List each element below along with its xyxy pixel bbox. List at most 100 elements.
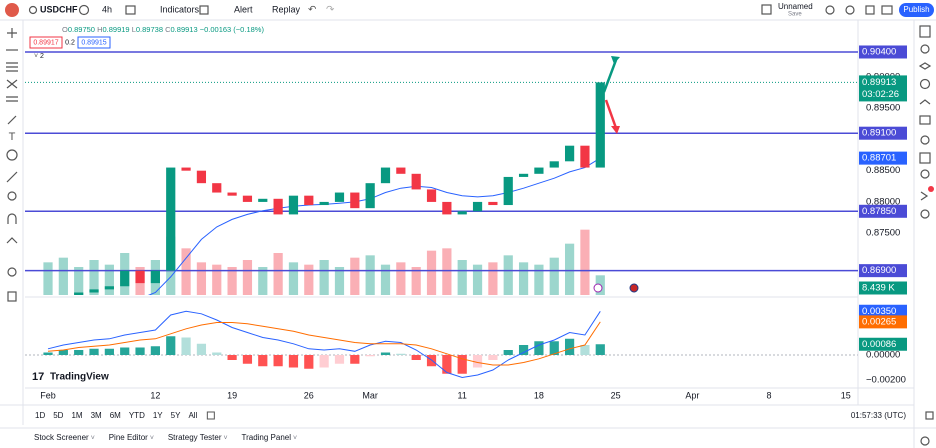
settings-icon[interactable] bbox=[925, 411, 934, 420]
buy-price[interactable]: 0.89915 bbox=[81, 39, 106, 46]
candles-icon[interactable] bbox=[125, 5, 136, 15]
icon[interactable] bbox=[920, 135, 930, 145]
bottom-tab[interactable]: Strategy Tester bbox=[168, 433, 222, 442]
bottom-tab[interactable]: Pine Editor bbox=[109, 433, 148, 442]
bottom-tab[interactable]: Stock Screener bbox=[34, 433, 89, 442]
volume-bar bbox=[564, 243, 575, 295]
pattern-tool[interactable] bbox=[6, 79, 18, 89]
undo-icon[interactable]: ↶ bbox=[308, 5, 316, 16]
text-tool[interactable]: T bbox=[9, 131, 16, 143]
histogram-bar bbox=[365, 355, 375, 357]
zoom-tool[interactable] bbox=[7, 191, 17, 201]
histogram-bar bbox=[580, 345, 590, 355]
range-button[interactable]: 1D bbox=[35, 411, 45, 420]
collapse-toggle[interactable]: ˅ bbox=[34, 53, 38, 60]
alerts-icon[interactable] bbox=[920, 44, 930, 54]
icon[interactable] bbox=[920, 436, 930, 446]
histogram-bar bbox=[196, 343, 207, 355]
tab-chevron: ˅ bbox=[150, 435, 154, 442]
candle bbox=[212, 183, 222, 193]
sell-price[interactable]: 0.89917 bbox=[33, 39, 58, 46]
buy-button[interactable] bbox=[77, 36, 111, 49]
indicator-count[interactable]: 2 bbox=[40, 53, 44, 60]
candle bbox=[288, 195, 299, 215]
icon[interactable] bbox=[865, 5, 875, 15]
icon[interactable] bbox=[920, 191, 929, 201]
emoji-tool[interactable] bbox=[6, 149, 18, 161]
layout-name[interactable]: Unnamed bbox=[778, 2, 813, 11]
date-range-icon[interactable] bbox=[206, 411, 215, 420]
magnet-tool[interactable] bbox=[7, 213, 17, 224]
icon[interactable] bbox=[825, 5, 835, 15]
search-icon[interactable] bbox=[28, 5, 38, 15]
templates-icon[interactable] bbox=[199, 5, 209, 15]
ohlc-value: 0.89913 bbox=[171, 25, 198, 34]
layers-icon[interactable] bbox=[918, 62, 932, 70]
range-button[interactable]: 5Y bbox=[171, 411, 181, 420]
icon[interactable] bbox=[920, 169, 930, 179]
x-tick-label: 12 bbox=[150, 390, 160, 400]
volume-bar bbox=[258, 267, 268, 295]
candle bbox=[457, 211, 467, 215]
candle bbox=[396, 167, 406, 174]
ohlc-key: C bbox=[165, 25, 171, 34]
ma-label-box bbox=[859, 151, 907, 165]
sell-button[interactable] bbox=[29, 36, 63, 49]
icon[interactable] bbox=[919, 115, 931, 125]
icon[interactable] bbox=[919, 78, 931, 90]
camera-icon[interactable] bbox=[881, 5, 893, 15]
publish-label[interactable]: Publish bbox=[903, 5, 929, 14]
volume-bar bbox=[334, 267, 345, 295]
flag-icon[interactable] bbox=[629, 283, 639, 293]
toolbar-button[interactable]: Alert bbox=[234, 4, 253, 14]
range-button[interactable]: YTD bbox=[129, 411, 145, 420]
volume-bar bbox=[181, 248, 191, 295]
up-arrow bbox=[602, 59, 618, 93]
ruler-tool[interactable] bbox=[6, 171, 18, 183]
event-icon[interactable] bbox=[593, 283, 603, 293]
notification-dot bbox=[928, 186, 934, 192]
icon[interactable] bbox=[919, 152, 931, 164]
fib-tool[interactable] bbox=[6, 62, 18, 72]
range-button[interactable]: 1Y bbox=[153, 411, 163, 420]
bottom-tab[interactable]: Trading Panel bbox=[242, 433, 292, 442]
candle bbox=[380, 167, 391, 184]
histogram-bar bbox=[380, 352, 391, 355]
volume-bar bbox=[196, 262, 207, 295]
layout-icon[interactable] bbox=[761, 4, 772, 15]
interval[interactable]: 4h bbox=[102, 4, 112, 14]
redo-icon[interactable]: ↷ bbox=[326, 5, 335, 16]
tab-chevron: ˅ bbox=[293, 435, 297, 442]
forecast-tool[interactable] bbox=[6, 96, 18, 102]
lock-tool[interactable] bbox=[6, 237, 18, 244]
icon[interactable] bbox=[845, 5, 855, 15]
publish-button[interactable] bbox=[899, 3, 934, 17]
compare-icon[interactable] bbox=[78, 4, 90, 16]
toolbar-button[interactable]: Indicators bbox=[160, 4, 200, 14]
symbol[interactable]: USDCHF bbox=[40, 4, 78, 14]
range-button[interactable]: All bbox=[188, 411, 197, 420]
histogram-bar bbox=[595, 344, 605, 355]
brush-tool[interactable] bbox=[7, 115, 17, 125]
icon[interactable] bbox=[920, 209, 930, 219]
save-label[interactable]: Save bbox=[788, 12, 802, 18]
down-arrow bbox=[604, 99, 618, 129]
candle bbox=[472, 201, 483, 212]
volume-bar bbox=[74, 267, 84, 295]
icon[interactable] bbox=[919, 99, 931, 105]
ohlc-key: L bbox=[132, 25, 136, 34]
trash-tool[interactable] bbox=[7, 291, 17, 302]
range-button[interactable]: 3M bbox=[91, 411, 102, 420]
watchlist-icon[interactable] bbox=[919, 25, 931, 38]
candle bbox=[166, 167, 176, 271]
x-tick-label: 19 bbox=[227, 390, 237, 400]
toolbar-button[interactable]: Replay bbox=[272, 4, 301, 14]
histogram-bar bbox=[488, 355, 498, 360]
avatar[interactable] bbox=[5, 3, 19, 17]
range-button[interactable]: 1M bbox=[71, 411, 82, 420]
crosshair-tool[interactable] bbox=[7, 28, 17, 38]
range-button[interactable]: 6M bbox=[110, 411, 121, 420]
histogram-bar bbox=[43, 352, 53, 355]
eye-tool[interactable] bbox=[7, 267, 17, 277]
range-button[interactable]: 5D bbox=[53, 411, 63, 420]
